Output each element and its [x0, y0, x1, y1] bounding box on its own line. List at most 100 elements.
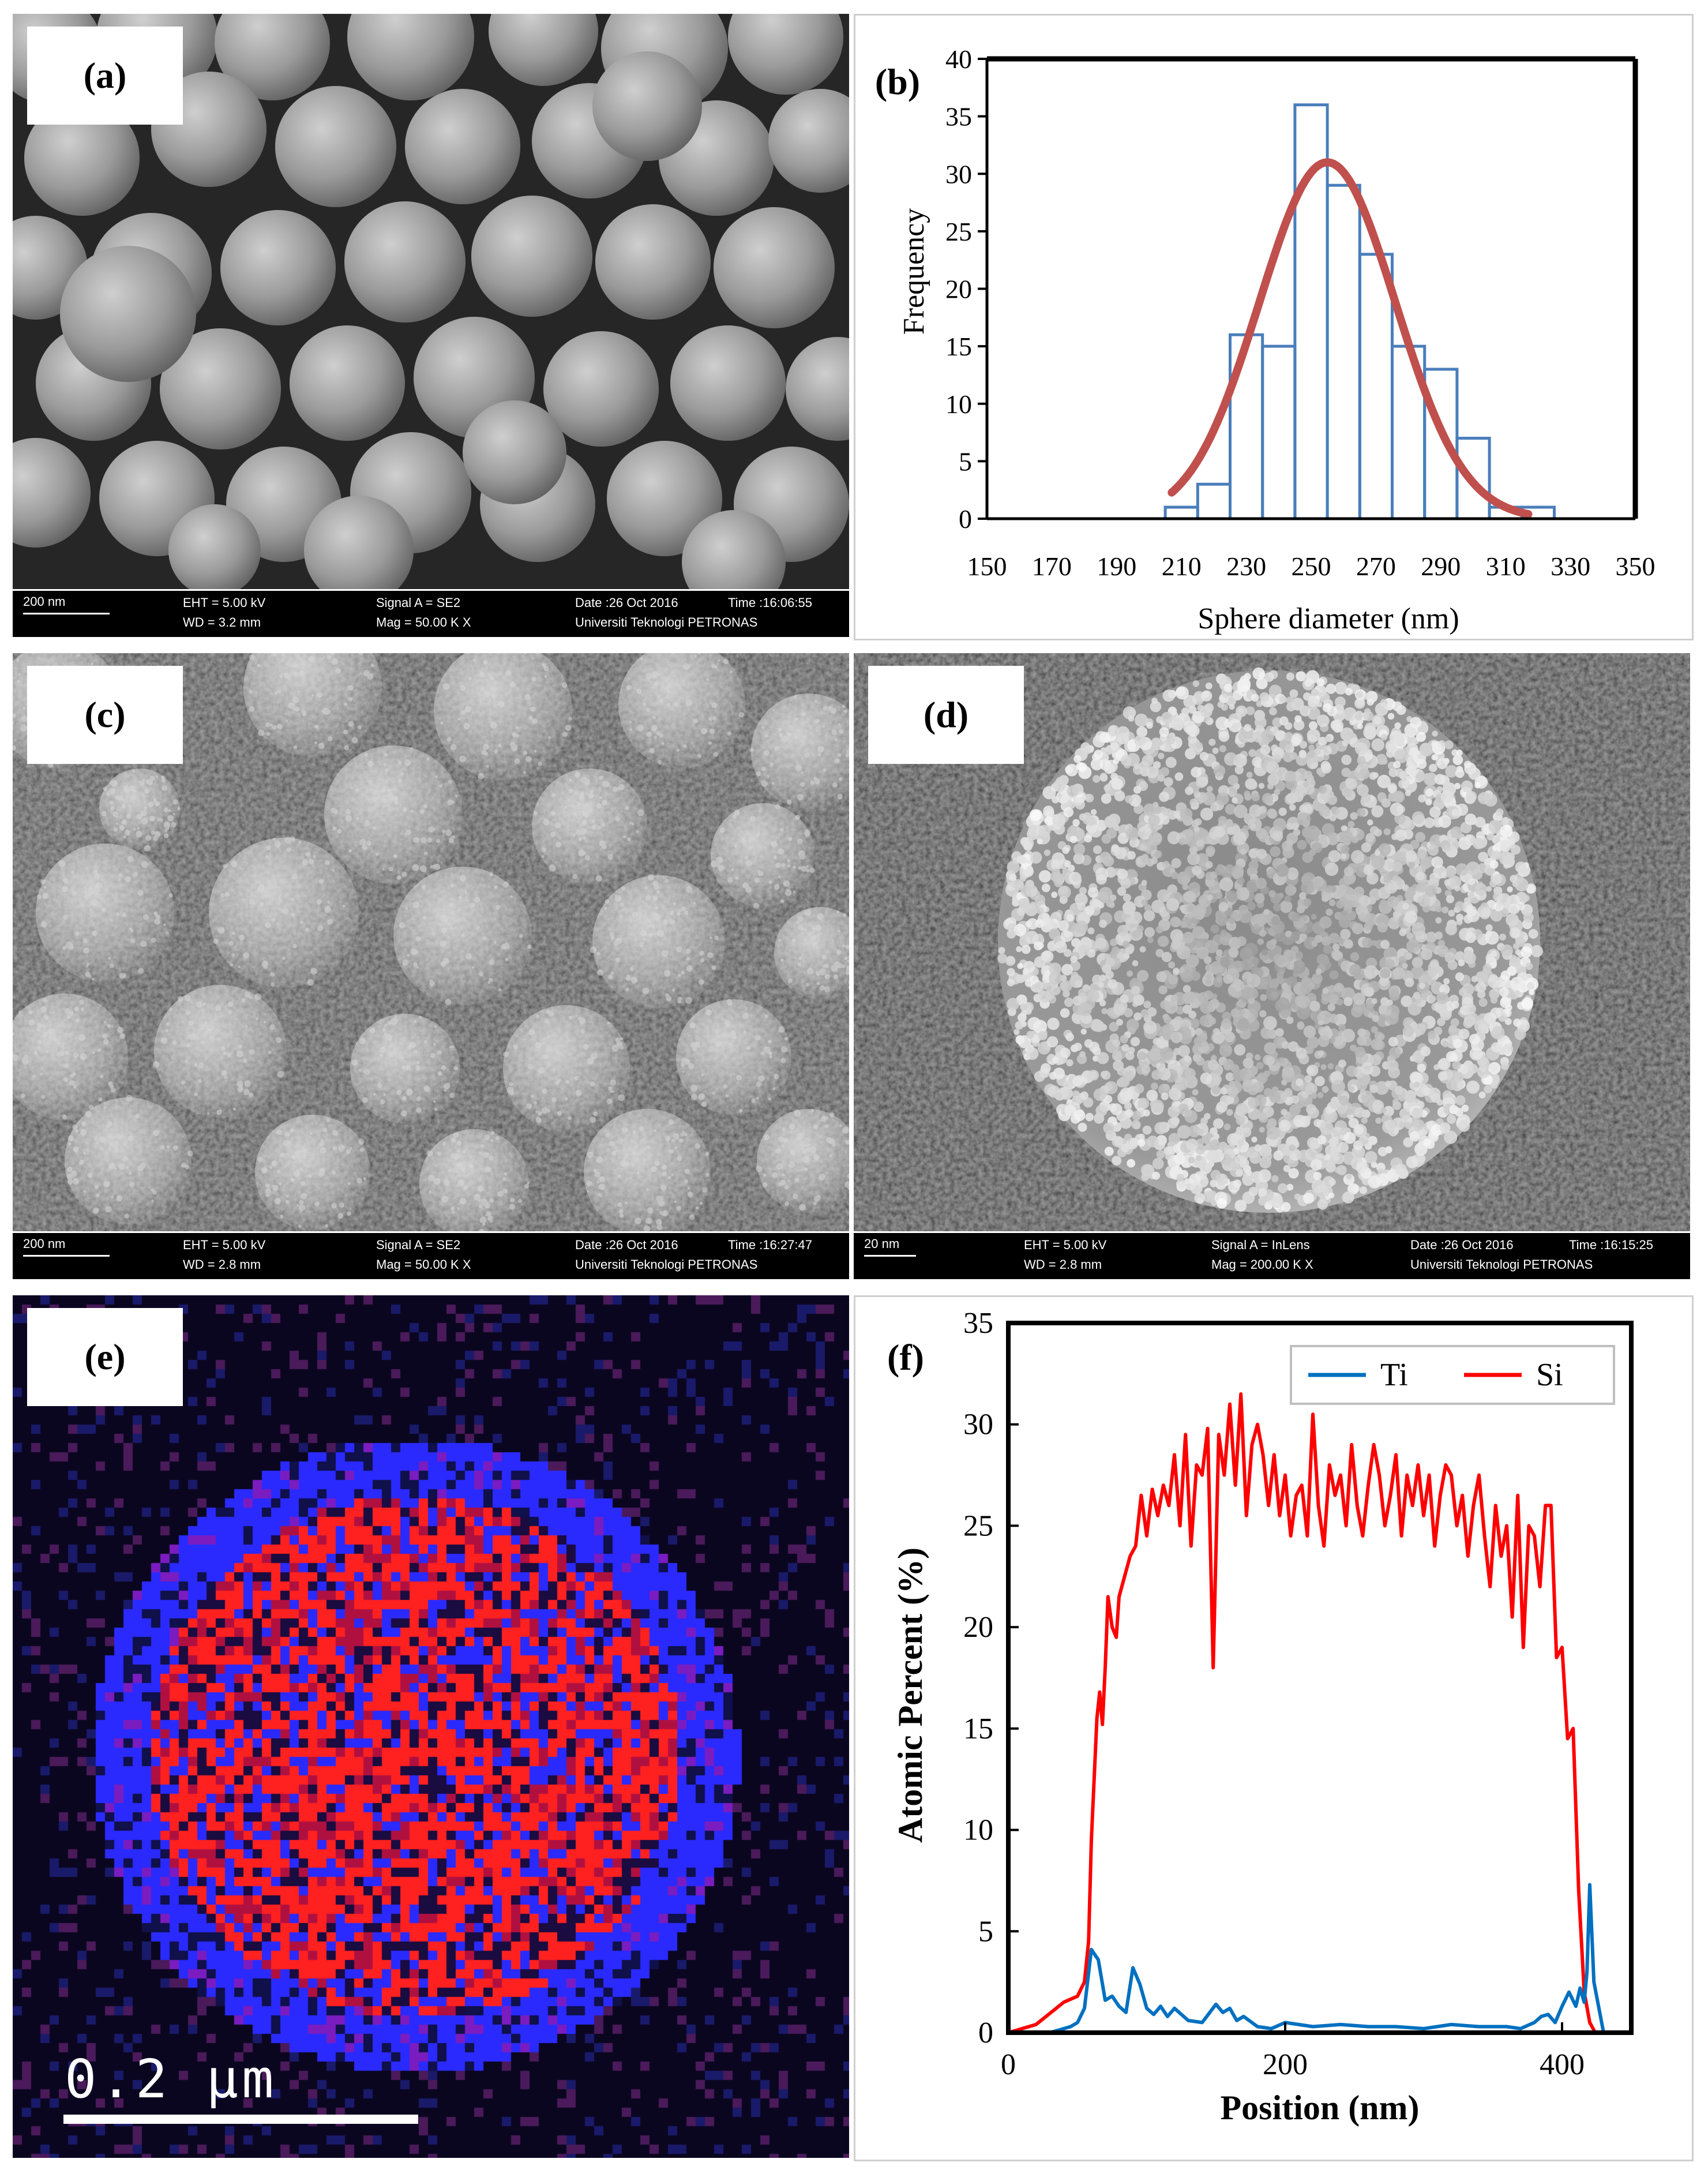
silica-sphere: [347, 14, 474, 100]
coated-sphere: [676, 999, 791, 1115]
scale-bar: [864, 1255, 916, 1257]
silica-sphere: [543, 331, 659, 447]
mag-text: Mag = 50.00 K X: [376, 1257, 471, 1272]
mag-text: Mag = 50.00 K X: [376, 615, 471, 629]
y-tick-label: 20: [963, 1611, 993, 1644]
coated-sphere: [434, 653, 572, 780]
coated-sphere: [255, 1115, 370, 1230]
panel-b-label: (b): [874, 61, 921, 102]
silica-sphere: [304, 496, 414, 591]
silica-sphere: [728, 14, 843, 95]
silica-sphere: [220, 210, 336, 325]
signal-text: Signal A = SE2: [376, 1238, 461, 1252]
histogram-bar: [1261, 344, 1297, 520]
scale-bar: [23, 1255, 110, 1257]
y-tick-label: 25: [945, 217, 972, 246]
scale-text: 20 nm: [864, 1236, 900, 1251]
wd-text: WD = 2.8 mm: [183, 1257, 261, 1272]
org-text: Universiti Teknologi PETRONAS: [575, 615, 758, 629]
coated-sphere: [154, 985, 287, 1118]
time-text: Time :16:06:55: [728, 595, 812, 610]
x-axis-label: Sphere diameter (nm): [1198, 602, 1459, 635]
panel-e-edx-map: (e) 0.2 µm: [13, 1295, 849, 2158]
y-tick-label: 40: [945, 44, 972, 74]
panel-c-label: (c): [27, 666, 183, 764]
org-text: Universiti Teknologi PETRONAS: [575, 1257, 758, 1272]
coated-sphere: [65, 1097, 192, 1224]
y-tick-label: 0: [978, 2017, 993, 2049]
coated-sphere: [751, 694, 849, 809]
silica-sphere: [344, 201, 466, 323]
wd-text: WD = 3.2 mm: [183, 615, 261, 629]
gaussian-fit-curve: [1168, 158, 1533, 519]
panel-a-sem-image: (a) 200 nm EHT = 5.00 kV WD = 3.2 mm Sig…: [13, 14, 849, 637]
histogram-bar: [1229, 333, 1264, 520]
histogram-bar: [1196, 482, 1232, 520]
x-tick-label: 310: [1486, 552, 1526, 581]
y-tick-label: 35: [945, 102, 972, 132]
scale-text: 200 nm: [23, 1236, 66, 1251]
line-scan-chart: 0 5 10 15 20 25 30 35 0 200 400 Position (nm) Atomic…: [891, 1307, 1634, 2127]
wd-text: WD = 2.8 mm: [1024, 1257, 1102, 1272]
panel-b-histogram: 0 5 10 15 20 25 30 35 40 150 170 190 210 230 250 270 290…: [854, 14, 1694, 640]
x-tick-label: 270: [1356, 552, 1396, 581]
map-scale-label: 0.2 µm: [65, 2048, 277, 2110]
coated-sphere: [584, 1109, 711, 1233]
edx-elemental-map: [13, 1295, 849, 2158]
date-text: Date :26 Oct 2016: [1410, 1238, 1514, 1252]
sem-databar: 200 nm EHT = 5.00 kV WD = 2.8 mm Signal …: [13, 1231, 849, 1279]
plot-frame: [1006, 1321, 1634, 2035]
scale-bar: [23, 613, 110, 614]
histogram-chart: 0 5 10 15 20 25 30 35 40 150 170 190 210 230 250 270 290…: [898, 44, 1656, 635]
coated-sphere: [419, 1129, 529, 1233]
y-tick-label: 35: [963, 1307, 993, 1340]
x-tick-label: 350: [1616, 552, 1656, 581]
date-text: Date :26 Oct 2016: [575, 595, 678, 610]
series-line-si: [1008, 1392, 1631, 2034]
x-tick-label: 230: [1226, 552, 1266, 581]
sem-databar: 20 nm EHT = 5.00 kV WD = 2.8 mm Signal A…: [854, 1231, 1690, 1279]
silica-sphere: [160, 328, 281, 449]
series-line-ti: [1008, 1883, 1631, 2034]
silica-sphere: [60, 246, 196, 382]
panel-f-line-scan: 0 5 10 15 20 25 30 35 0 200 400 Position (nm) Atomic…: [854, 1295, 1694, 2161]
y-axis-label: Atomic Percent (%): [891, 1547, 929, 1843]
coated-sphere: [774, 907, 849, 999]
y-tick-label: 5: [959, 447, 972, 476]
y-tick-label: 10: [945, 389, 972, 419]
silica-sphere: [13, 438, 91, 548]
signal-text: Signal A = InLens: [1211, 1238, 1310, 1252]
silica-sphere: [275, 86, 396, 207]
map-scale-bar: [63, 2115, 418, 2124]
coated-sphere: [618, 653, 745, 769]
x-tick-label: 170: [1032, 552, 1072, 581]
y-axis-label: Frequency: [898, 208, 930, 335]
mag-text: Mag = 200.00 K X: [1211, 1257, 1313, 1272]
y-tick-label: 30: [945, 159, 972, 189]
coated-sphere: [532, 769, 647, 884]
y-tick-label: 0: [959, 504, 972, 534]
silica-sphere: [405, 89, 520, 204]
histogram-bar: [1358, 253, 1394, 520]
x-tick-label: 400: [1540, 2048, 1585, 2081]
coated-sphere: [324, 745, 463, 884]
y-tick-label: 30: [963, 1408, 993, 1441]
silica-sphere: [290, 325, 405, 441]
signal-text: Signal A = SE2: [376, 595, 461, 610]
silica-sphere: [768, 89, 849, 193]
silica-sphere: [592, 51, 702, 161]
y-tick-label: 25: [963, 1509, 993, 1542]
chart-legend: Ti Si: [1290, 1345, 1615, 1405]
silica-sphere: [670, 325, 786, 441]
coated-sphere: [592, 875, 725, 1008]
panel-d-sem-image: (d) 20 nm EHT = 5.00 kV WD = 2.8 mm Sign…: [854, 653, 1690, 1279]
silica-sphere: [168, 504, 261, 591]
x-tick-label: 200: [1263, 2048, 1308, 2081]
silica-sphere: [714, 207, 835, 328]
org-text: Universiti Teknologi PETRONAS: [1410, 1257, 1593, 1272]
sem-databar: 200 nm EHT = 5.00 kV WD = 3.2 mm Signal …: [13, 589, 849, 637]
panel-a-label: (a): [27, 27, 183, 125]
eht-text: EHT = 5.00 kV: [183, 595, 266, 610]
eht-text: EHT = 5.00 kV: [1024, 1238, 1107, 1252]
y-tick-label: 15: [945, 332, 972, 361]
